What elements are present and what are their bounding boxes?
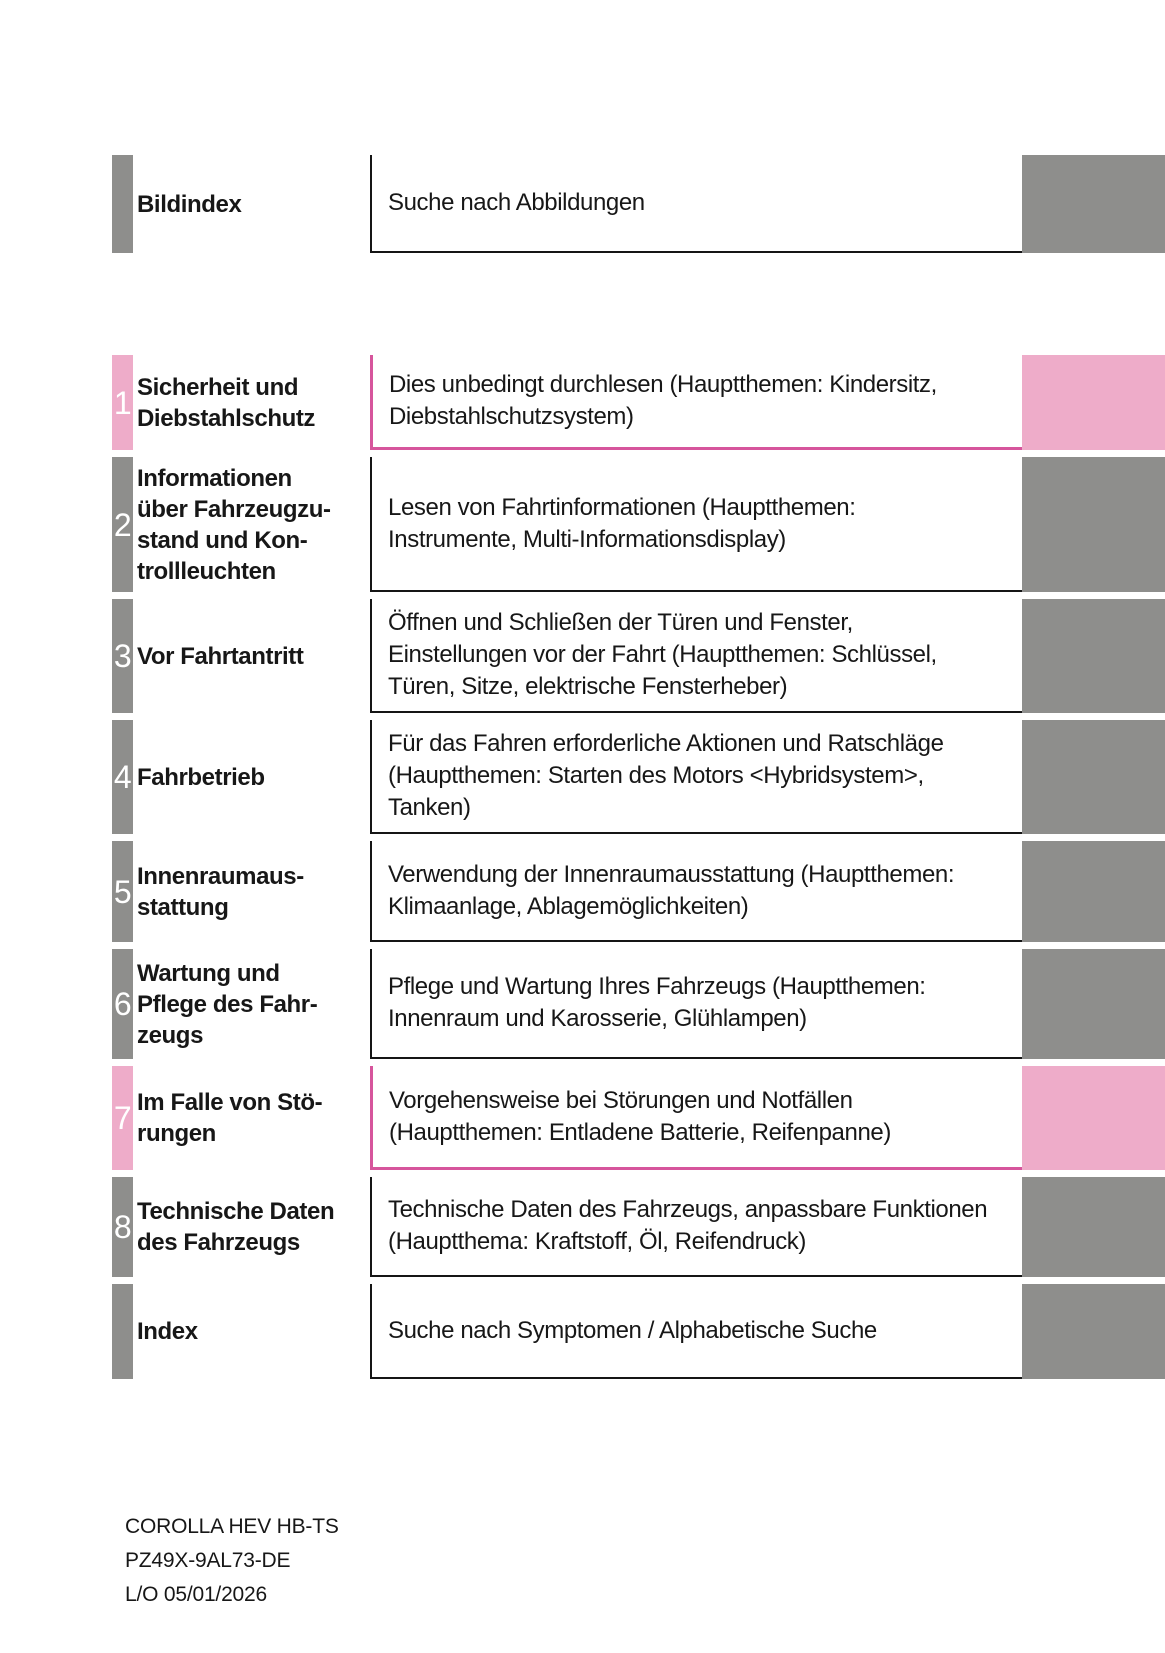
chapter-description-box: Verwendung der Innenraumausstattung (Hau… xyxy=(370,841,1022,942)
toc-row: 4 Fahrbetrieb Für das Fahren erforderlic… xyxy=(0,720,1165,834)
chapter-tab-right xyxy=(1022,720,1165,834)
left-margin xyxy=(0,457,112,592)
chapter-label: Informationen über Fahrzeugzu- stand und… xyxy=(137,464,331,585)
chapter-tab-right xyxy=(1022,355,1165,450)
toc-row: 7 Im Falle von Stö- rungen Vorgehensweis… xyxy=(0,1066,1165,1170)
chapter-label-column: Wartung und Pflege des Fahr- zeugs xyxy=(133,949,370,1059)
chapter-label-column: Sicherheit und Diebstahlschutz xyxy=(133,355,370,450)
left-margin xyxy=(0,720,112,834)
chapter-tab-left xyxy=(112,155,133,253)
chapter-label: Bildindex xyxy=(137,190,242,218)
chapter-tab-left: 3 xyxy=(112,599,133,713)
chapter-number: 4 xyxy=(113,759,132,795)
left-margin xyxy=(0,155,112,253)
chapter-tab-left: 2 xyxy=(112,457,133,592)
chapter-label: Sicherheit und Diebstahlschutz xyxy=(137,373,316,432)
chapter-number: 2 xyxy=(113,506,132,543)
chapter-tab-right xyxy=(1022,457,1165,592)
left-margin xyxy=(0,1177,112,1277)
chapter-description-box: Lesen von Fahrtinformationen (Haupttheme… xyxy=(370,457,1022,592)
toc-row: 2 Informationen über Fahrzeugzu- stand u… xyxy=(0,457,1165,592)
chapter-tab-left xyxy=(112,1284,133,1379)
chapter-label: Wartung und Pflege des Fahr- zeugs xyxy=(137,959,318,1049)
chapter-tab-right xyxy=(1022,841,1165,942)
chapter-tab-right xyxy=(1022,949,1165,1059)
footer-model-line: COROLLA HEV HB-TS xyxy=(125,1515,339,1538)
chapter-description: Vorgehensweise bei Störungen und Notfäll… xyxy=(389,1086,891,1146)
chapter-description-box: Pflege und Wartung Ihres Fahrzeugs (Haup… xyxy=(370,949,1022,1059)
chapter-label: Fahrbetrieb xyxy=(137,763,265,791)
footer-part-number-line: PZ49X-9AL73-DE xyxy=(125,1549,291,1572)
footer-layout-date-line: L/O 05/01/2026 xyxy=(125,1583,267,1606)
table-of-contents: Bildindex Suche nach Abbildungen 1 Siche… xyxy=(0,155,1165,1379)
chapter-tab-left: 7 xyxy=(112,1066,133,1170)
chapter-label-column: Informationen über Fahrzeugzu- stand und… xyxy=(133,457,370,592)
chapter-tab-left: 1 xyxy=(112,355,133,450)
chapter-description: Für das Fahren erforderliche Aktionen un… xyxy=(388,730,944,821)
left-margin xyxy=(0,599,112,713)
toc-row: 1 Sicherheit und Diebstahlschutz Dies un… xyxy=(0,355,1165,450)
chapter-number: 5 xyxy=(113,873,132,910)
chapter-label: Im Falle von Stö- rungen xyxy=(137,1089,323,1147)
chapter-description: Pflege und Wartung Ihres Fahrzeugs (Haup… xyxy=(388,973,926,1032)
toc-row: 8 Technische Daten des Fahrzeugs Technis… xyxy=(0,1177,1165,1277)
chapter-description-box: Suche nach Abbildungen xyxy=(370,155,1022,253)
chapter-label-column: Innenraumaus- stattung xyxy=(133,841,370,942)
chapter-description: Suche nach Symptomen / Alphabetische Suc… xyxy=(388,1316,877,1344)
chapter-label-column: Bildindex xyxy=(133,155,370,253)
chapter-tab-right xyxy=(1022,155,1165,253)
chapter-description: Technische Daten des Fahrzeugs, anpassba… xyxy=(388,1196,988,1255)
chapter-number: 7 xyxy=(113,1100,132,1136)
toc-row: 3 Vor Fahrtantritt Öffnen und Schließen … xyxy=(0,599,1165,713)
chapter-label-column: Im Falle von Stö- rungen xyxy=(133,1066,370,1170)
left-margin xyxy=(0,841,112,942)
chapter-tab-left: 6 xyxy=(112,949,133,1059)
chapter-label-column: Fahrbetrieb xyxy=(133,720,370,834)
chapter-label-column: Vor Fahrtantritt xyxy=(133,599,370,713)
chapter-label: Vor Fahrtantritt xyxy=(137,642,304,670)
chapter-description-box: Vorgehensweise bei Störungen und Notfäll… xyxy=(370,1066,1022,1170)
chapter-number: 6 xyxy=(113,986,132,1022)
chapter-label-column: Index xyxy=(133,1284,370,1379)
chapter-description: Verwendung der Innenraumausstattung (Hau… xyxy=(388,860,955,920)
chapter-description-box: Suche nach Symptomen / Alphabetische Suc… xyxy=(370,1284,1022,1379)
toc-row: Bildindex Suche nach Abbildungen xyxy=(0,155,1165,253)
chapter-number: 1 xyxy=(113,384,132,421)
document-footer: COROLLA HEV HB-TS PZ49X-9AL73-DE L/O 05/… xyxy=(125,1510,1165,1612)
chapter-description-box: Öffnen und Schließen der Türen und Fenst… xyxy=(370,599,1022,713)
toc-row: 5 Innenraumaus- stattung Verwendung der … xyxy=(0,841,1165,942)
chapter-tab-left: 5 xyxy=(112,841,133,942)
toc-row: Index Suche nach Symptomen / Alphabetisc… xyxy=(0,1284,1165,1379)
chapter-description: Dies unbedingt durchlesen (Hauptthemen: … xyxy=(389,371,937,430)
chapter-tab-right xyxy=(1022,1066,1165,1170)
chapter-tab-left: 8 xyxy=(112,1177,133,1277)
chapter-number: 3 xyxy=(113,638,132,674)
chapter-description: Suche nach Abbildungen xyxy=(388,189,645,216)
chapter-number: 8 xyxy=(113,1209,132,1245)
chapter-description-box: Dies unbedingt durchlesen (Hauptthemen: … xyxy=(370,355,1022,450)
toc-row: 6 Wartung und Pflege des Fahr- zeugs Pfl… xyxy=(0,949,1165,1059)
chapter-description-box: Technische Daten des Fahrzeugs, anpassba… xyxy=(370,1177,1022,1277)
chapter-label: Index xyxy=(137,1318,198,1345)
left-margin xyxy=(0,1284,112,1379)
left-margin xyxy=(0,355,112,450)
chapter-description-box: Für das Fahren erforderliche Aktionen un… xyxy=(370,720,1022,834)
chapter-tab-right xyxy=(1022,1284,1165,1379)
chapter-label: Technische Daten des Fahrzeugs xyxy=(137,1198,335,1256)
left-margin xyxy=(0,949,112,1059)
chapter-tab-left: 4 xyxy=(112,720,133,834)
chapter-description: Lesen von Fahrtinformationen (Haupttheme… xyxy=(388,493,856,553)
chapter-label: Innenraumaus- stattung xyxy=(137,862,304,921)
chapter-tab-right xyxy=(1022,1177,1165,1277)
chapter-label-column: Technische Daten des Fahrzeugs xyxy=(133,1177,370,1277)
chapter-description: Öffnen und Schließen der Türen und Fenst… xyxy=(388,609,937,700)
left-margin xyxy=(0,1066,112,1170)
chapter-tab-right xyxy=(1022,599,1165,713)
